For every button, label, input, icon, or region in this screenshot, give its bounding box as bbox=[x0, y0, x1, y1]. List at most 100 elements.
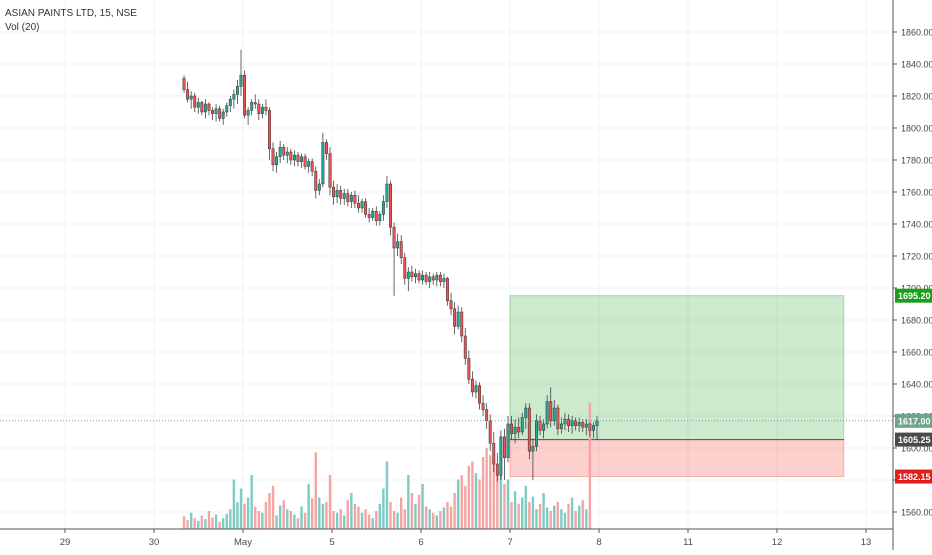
volume-bar bbox=[385, 461, 389, 529]
x-tick-label: 13 bbox=[861, 537, 872, 548]
volume-bar bbox=[439, 511, 442, 529]
candle-body bbox=[282, 146, 286, 156]
volume-bar bbox=[531, 496, 535, 529]
candle-body bbox=[535, 420, 538, 447]
candle-body bbox=[456, 311, 460, 327]
volume-bar bbox=[239, 488, 243, 529]
candle-body bbox=[545, 401, 549, 425]
candle-body bbox=[396, 241, 400, 249]
x-tick-label: 6 bbox=[418, 537, 423, 548]
candle-body bbox=[577, 422, 581, 426]
price-label-box bbox=[895, 413, 932, 428]
candle-body bbox=[374, 210, 378, 222]
candle-body bbox=[403, 257, 407, 279]
candle-body bbox=[549, 401, 553, 422]
volume-bar bbox=[460, 475, 463, 529]
candle-body bbox=[357, 202, 360, 209]
candle-body bbox=[581, 422, 585, 428]
volume-bar bbox=[296, 518, 300, 529]
price-label: 1695.20 bbox=[895, 288, 932, 303]
volume-bar bbox=[464, 485, 467, 529]
candle-body bbox=[268, 110, 271, 150]
candle-body bbox=[552, 407, 556, 422]
volume-bar bbox=[506, 479, 510, 529]
volume-bar bbox=[328, 475, 332, 529]
volume-bar bbox=[535, 509, 538, 529]
candle-body bbox=[324, 142, 328, 154]
volume-bar bbox=[414, 503, 417, 529]
candle-body bbox=[478, 385, 481, 404]
volume-bar bbox=[254, 506, 257, 529]
x-tick-label: 29 bbox=[60, 537, 71, 548]
price-label-text: 1617.00 bbox=[898, 416, 931, 426]
candle-body bbox=[235, 86, 239, 95]
candle-body bbox=[296, 154, 300, 162]
candle-body bbox=[442, 278, 446, 282]
x-tick-label: 30 bbox=[149, 537, 160, 548]
candle-body bbox=[389, 183, 392, 228]
volume-bar bbox=[246, 497, 250, 529]
candle-body bbox=[317, 183, 321, 191]
volume-bar bbox=[286, 509, 289, 529]
volume-bar bbox=[585, 509, 588, 529]
candle-body bbox=[221, 111, 225, 119]
volume-bar bbox=[307, 484, 310, 529]
candle-body bbox=[559, 423, 563, 430]
volume-bar bbox=[236, 502, 239, 529]
candle-body bbox=[186, 89, 190, 100]
volume-bar bbox=[332, 511, 335, 529]
volume-bar bbox=[563, 512, 567, 529]
volume-bar bbox=[211, 517, 214, 529]
candle-body bbox=[406, 271, 410, 279]
candle-body bbox=[531, 446, 535, 452]
volume-bar bbox=[193, 518, 196, 529]
candle-body bbox=[182, 78, 186, 90]
candle-body bbox=[378, 214, 382, 222]
y-tick-label: 1700.00 bbox=[901, 284, 932, 294]
candle-body bbox=[510, 423, 514, 434]
volume-bar bbox=[421, 484, 424, 529]
volume-bar bbox=[549, 511, 552, 529]
candle-body bbox=[225, 105, 229, 113]
candle-body bbox=[211, 110, 214, 114]
volume-bar bbox=[467, 466, 471, 529]
candle-body bbox=[520, 417, 524, 433]
volume-bar bbox=[232, 479, 236, 529]
volume-bar bbox=[271, 485, 275, 529]
candle-body bbox=[371, 210, 375, 218]
candle-body bbox=[243, 74, 247, 116]
volume-bar bbox=[570, 497, 574, 529]
volume-bar bbox=[264, 502, 268, 529]
volume-bar bbox=[432, 512, 435, 529]
candle-body bbox=[353, 194, 357, 204]
volume-bar bbox=[375, 511, 378, 529]
price-label-text: 1605.25 bbox=[898, 435, 931, 445]
x-tick-label: 11 bbox=[683, 537, 693, 548]
candle-body bbox=[239, 74, 243, 87]
volume-bar bbox=[403, 509, 406, 529]
candle-body bbox=[285, 151, 289, 156]
volume-bar bbox=[392, 511, 396, 529]
candle-body bbox=[517, 426, 521, 433]
candle-body bbox=[438, 274, 442, 282]
volume-bar bbox=[428, 509, 431, 529]
volume-bar bbox=[400, 497, 403, 529]
volume-bar bbox=[282, 500, 285, 529]
volume-bar bbox=[321, 503, 325, 529]
volume-bar bbox=[275, 515, 278, 529]
volume-bar bbox=[474, 473, 478, 529]
price-label-box bbox=[895, 432, 932, 447]
candle-body bbox=[481, 402, 485, 410]
candle-body bbox=[506, 423, 510, 458]
candle-body bbox=[307, 161, 311, 167]
candle-body bbox=[250, 102, 254, 111]
x-tick-label: 12 bbox=[772, 537, 783, 548]
candle-body bbox=[431, 276, 435, 281]
x-tick-label: 7 bbox=[507, 537, 512, 548]
candle-body bbox=[385, 183, 389, 202]
candle-body bbox=[264, 106, 268, 111]
candle-body bbox=[246, 110, 250, 116]
y-tick-label: 1740.00 bbox=[901, 220, 932, 230]
